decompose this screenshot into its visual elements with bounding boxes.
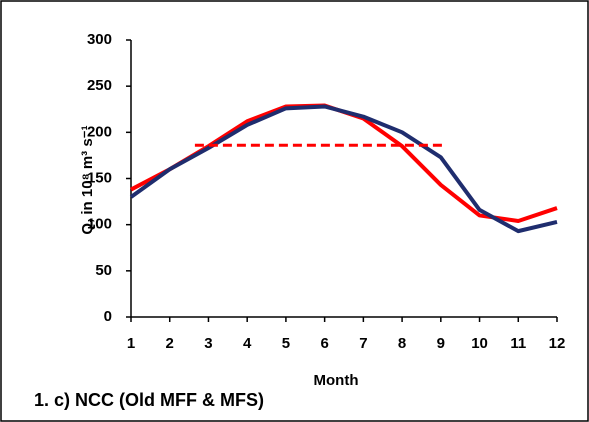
x-tick-label: 6 [320,335,328,352]
y-tick-label: 100 [87,216,112,233]
x-tick-label: 1 [127,335,135,352]
y-axis-title: Q, in 10⁸ m³ s⁻¹ [79,125,96,234]
x-tick-label: 10 [471,335,488,352]
x-tick-label: 7 [359,335,367,352]
y-tick-label: 150 [87,169,112,186]
y-tick-label: 50 [95,262,112,279]
y-tick-label: 250 [87,77,112,94]
y-tick-label: 300 [87,31,112,48]
x-tick-label: 4 [243,335,252,352]
y-tick-label: 0 [104,308,112,325]
x-axis-title: Month [314,372,359,389]
x-tick-label: 11 [510,335,526,352]
x-tick-label: 8 [398,335,406,352]
x-tick-label: 12 [549,335,566,352]
y-tick-label: 200 [87,123,112,140]
data-line [129,104,558,234]
x-tick-label: 5 [282,335,290,352]
x-tick-label: 9 [437,335,445,352]
annotation: 1. c) NCC (Old MFF & MFS) [34,390,264,410]
x-tick-label: 3 [204,335,212,352]
x-tick-label: 2 [166,335,174,352]
